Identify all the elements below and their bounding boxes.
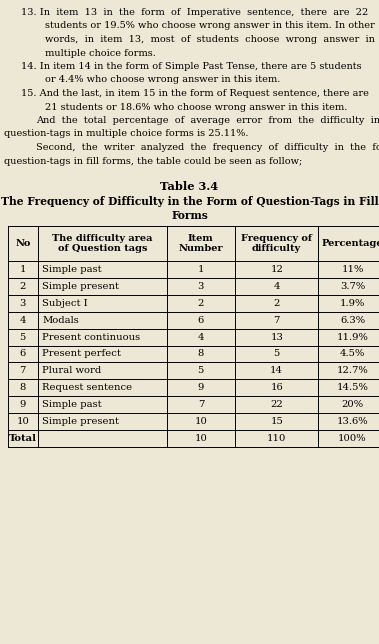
Text: 22: 22 <box>270 400 283 409</box>
Text: Frequency of
difficulty: Frequency of difficulty <box>241 234 312 253</box>
Text: question-tags in fill forms, the table could be seen as follow;: question-tags in fill forms, the table c… <box>4 156 302 166</box>
Text: words,  in  item  13,  most  of  students  choose  wrong  answer  in: words, in item 13, most of students choo… <box>45 35 375 44</box>
Text: Request sentence: Request sentence <box>42 383 133 392</box>
Text: 7: 7 <box>198 400 204 409</box>
Text: 110: 110 <box>267 434 287 443</box>
Text: Percentage: Percentage <box>322 239 379 248</box>
Text: 13: 13 <box>270 332 283 341</box>
Text: Simple present: Simple present <box>42 282 119 291</box>
Text: Simple present: Simple present <box>42 417 119 426</box>
Text: multiple choice forms.: multiple choice forms. <box>45 48 157 57</box>
Text: Simple past: Simple past <box>42 265 102 274</box>
Text: Present perfect: Present perfect <box>42 350 121 359</box>
Text: 8: 8 <box>198 350 204 359</box>
Text: 100%: 100% <box>338 434 367 443</box>
Text: 2: 2 <box>198 299 204 308</box>
Text: 20%: 20% <box>341 400 363 409</box>
Text: students or 19.5% who choose wrong answer in this item. In other: students or 19.5% who choose wrong answe… <box>45 21 375 30</box>
Text: 5: 5 <box>20 332 26 341</box>
Text: Forms: Forms <box>171 210 208 221</box>
Text: 4: 4 <box>19 316 26 325</box>
Text: 11.9%: 11.9% <box>337 332 368 341</box>
Text: 4: 4 <box>197 332 204 341</box>
Text: And  the  total  percentage  of  average  error  from  the  difficulty  in: And the total percentage of average erro… <box>36 116 379 125</box>
Text: 7: 7 <box>274 316 280 325</box>
Text: 8: 8 <box>20 383 26 392</box>
Text: 2: 2 <box>274 299 280 308</box>
Text: 6: 6 <box>20 350 26 359</box>
Text: 14: 14 <box>270 366 283 375</box>
Text: 12: 12 <box>270 265 283 274</box>
Text: 16: 16 <box>270 383 283 392</box>
Text: 9: 9 <box>198 383 204 392</box>
Text: 6.3%: 6.3% <box>340 316 365 325</box>
Text: 1: 1 <box>197 265 204 274</box>
Text: 7: 7 <box>20 366 26 375</box>
Text: 5: 5 <box>274 350 280 359</box>
Text: 10: 10 <box>16 417 29 426</box>
Text: 6: 6 <box>198 316 204 325</box>
Text: 15: 15 <box>270 417 283 426</box>
Text: Plural word: Plural word <box>42 366 102 375</box>
Text: 14. In item 14 in the form of Simple Past Tense, there are 5 students: 14. In item 14 in the form of Simple Pas… <box>21 62 362 71</box>
Text: Item
Number: Item Number <box>179 234 223 253</box>
Text: or 4.4% who choose wrong answer in this item.: or 4.4% who choose wrong answer in this … <box>45 75 281 84</box>
Text: 21 students or 18.6% who choose wrong answer in this item.: 21 students or 18.6% who choose wrong an… <box>45 102 348 111</box>
Text: 9: 9 <box>20 400 26 409</box>
Text: 10: 10 <box>194 417 207 426</box>
Text: 13.6%: 13.6% <box>337 417 368 426</box>
Text: 3: 3 <box>198 282 204 291</box>
Text: 1.9%: 1.9% <box>340 299 365 308</box>
Text: 15. And the last, in item 15 in the form of Request sentence, there are: 15. And the last, in item 15 in the form… <box>21 89 369 98</box>
Text: Present continuous: Present continuous <box>42 332 141 341</box>
Text: 12.7%: 12.7% <box>337 366 368 375</box>
Text: 3: 3 <box>20 299 26 308</box>
Text: 14.5%: 14.5% <box>337 383 368 392</box>
Text: Second,  the  writer  analyzed  the  frequency  of  difficulty  in  the  form: Second, the writer analyzed the frequenc… <box>36 143 379 152</box>
Text: The difficulty area
of Question tags: The difficulty area of Question tags <box>52 234 153 253</box>
Text: The Frequency of Difficulty in the Form of Question-Tags in Fill: The Frequency of Difficulty in the Form … <box>1 196 378 207</box>
Text: 13. In  item  13  in  the  form  of  Imperative  sentence,  there  are  22: 13. In item 13 in the form of Imperative… <box>21 8 368 17</box>
Text: 4.5%: 4.5% <box>340 350 365 359</box>
Text: 4: 4 <box>273 282 280 291</box>
Text: 5: 5 <box>198 366 204 375</box>
Text: Subject I: Subject I <box>42 299 88 308</box>
Text: question-tags in multiple choice forms is 25.11%.: question-tags in multiple choice forms i… <box>4 129 248 138</box>
Text: 1: 1 <box>19 265 26 274</box>
Text: Simple past: Simple past <box>42 400 102 409</box>
Text: 2: 2 <box>20 282 26 291</box>
Text: No: No <box>15 239 30 248</box>
Text: Total: Total <box>9 434 37 443</box>
Text: 3.7%: 3.7% <box>340 282 365 291</box>
Text: 10: 10 <box>194 434 207 443</box>
Text: 11%: 11% <box>341 265 364 274</box>
Text: Modals: Modals <box>42 316 79 325</box>
Text: Table 3.4: Table 3.4 <box>160 181 219 192</box>
